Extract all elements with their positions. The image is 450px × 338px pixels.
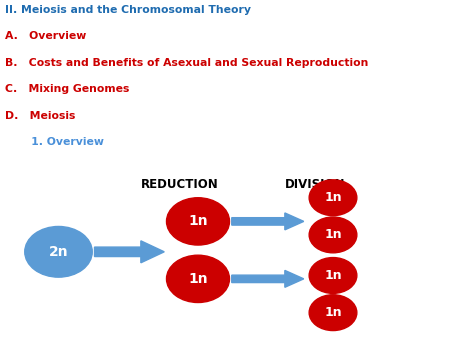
- Text: II. Meiosis and the Chromosomal Theory: II. Meiosis and the Chromosomal Theory: [5, 5, 252, 15]
- Text: DIVISION: DIVISION: [285, 178, 345, 191]
- Text: 1n: 1n: [324, 306, 342, 319]
- FancyArrow shape: [232, 270, 304, 287]
- Text: 1n: 1n: [188, 214, 208, 228]
- Text: 1n: 1n: [188, 272, 208, 286]
- Text: 1n: 1n: [324, 269, 342, 282]
- Circle shape: [166, 198, 230, 245]
- Text: C.   Mixing Genomes: C. Mixing Genomes: [5, 84, 130, 94]
- Text: REDUCTION: REDUCTION: [141, 178, 219, 191]
- Circle shape: [309, 258, 357, 293]
- Circle shape: [309, 217, 357, 253]
- Text: 2n: 2n: [49, 245, 68, 259]
- Circle shape: [166, 255, 230, 303]
- FancyArrow shape: [232, 213, 304, 230]
- Text: 1n: 1n: [324, 191, 342, 204]
- Text: 1n: 1n: [324, 228, 342, 241]
- Circle shape: [309, 295, 357, 331]
- FancyArrow shape: [94, 241, 164, 263]
- Text: 1. Overview: 1. Overview: [5, 137, 104, 147]
- Circle shape: [25, 226, 92, 277]
- Text: A.   Overview: A. Overview: [5, 31, 87, 42]
- Text: B.   Costs and Benefits of Asexual and Sexual Reproduction: B. Costs and Benefits of Asexual and Sex…: [5, 58, 369, 68]
- Circle shape: [309, 180, 357, 216]
- Text: D.   Meiosis: D. Meiosis: [5, 111, 76, 121]
